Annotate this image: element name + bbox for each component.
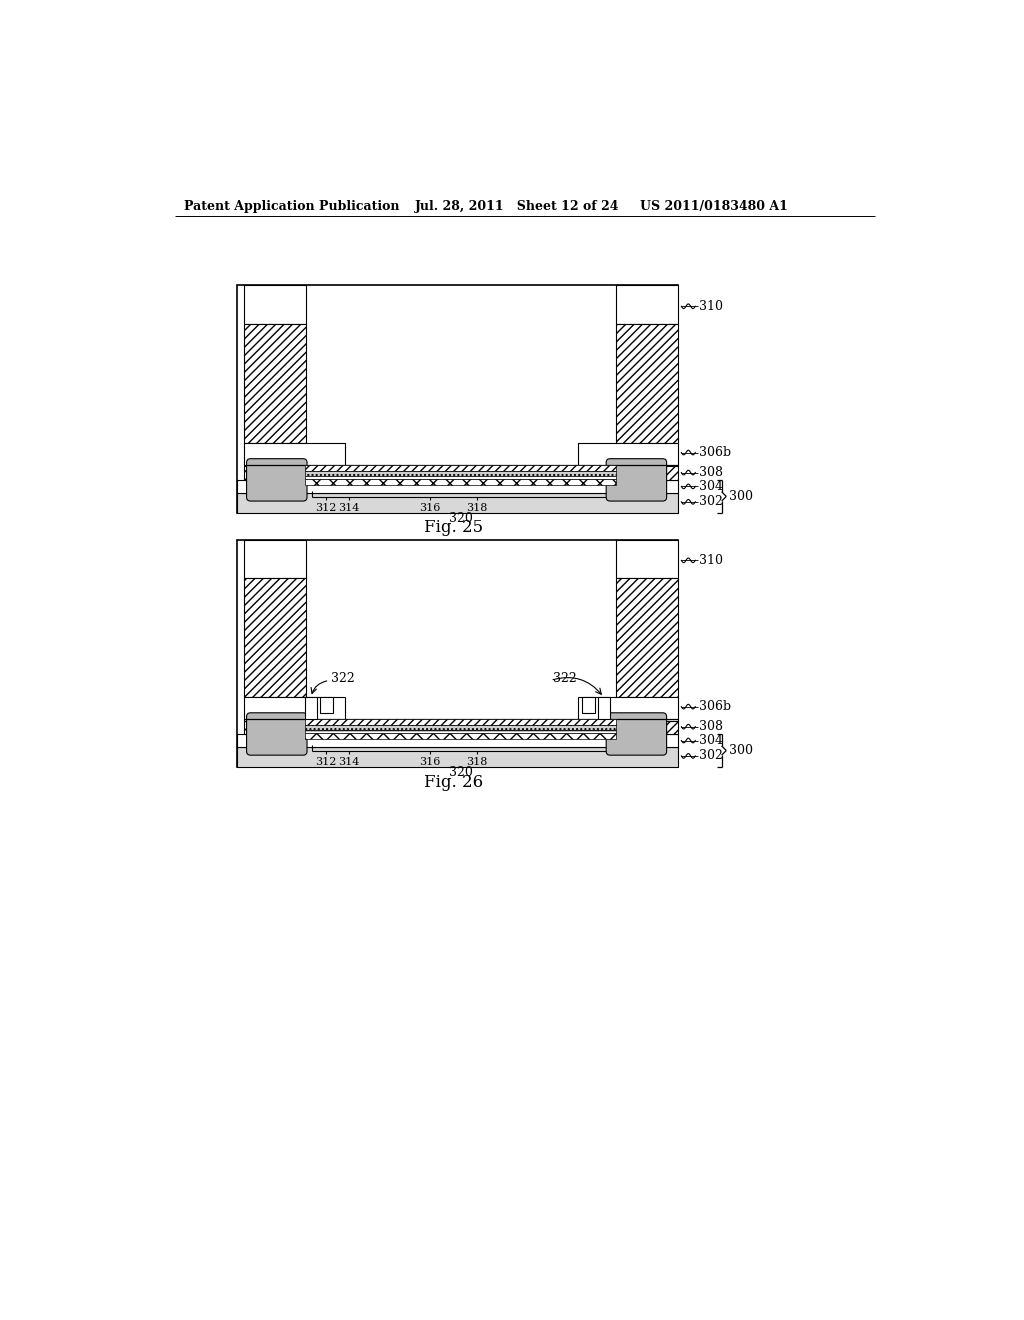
Text: 322: 322 bbox=[553, 672, 577, 685]
Bar bbox=[237, 747, 678, 767]
Text: 316: 316 bbox=[420, 758, 441, 767]
Bar bbox=[245, 697, 345, 721]
Text: 318: 318 bbox=[466, 758, 487, 767]
Bar bbox=[245, 466, 306, 480]
Bar bbox=[578, 697, 678, 721]
Text: 318: 318 bbox=[466, 503, 487, 513]
Bar bbox=[245, 285, 306, 323]
Text: 302: 302 bbox=[699, 750, 723, 763]
Bar bbox=[616, 285, 678, 323]
Bar bbox=[578, 444, 678, 466]
Text: Fig. 25: Fig. 25 bbox=[424, 520, 483, 536]
Bar bbox=[616, 721, 678, 734]
Bar bbox=[305, 725, 616, 730]
Text: 312: 312 bbox=[315, 758, 336, 767]
Bar bbox=[305, 730, 616, 733]
Bar bbox=[305, 475, 616, 479]
Bar bbox=[616, 323, 678, 444]
Bar bbox=[321, 697, 333, 713]
Bar bbox=[598, 697, 610, 719]
Text: Jul. 28, 2011   Sheet 12 of 24: Jul. 28, 2011 Sheet 12 of 24 bbox=[415, 199, 620, 213]
Bar bbox=[245, 721, 306, 734]
Text: 302: 302 bbox=[699, 495, 723, 508]
Bar bbox=[305, 471, 616, 475]
FancyBboxPatch shape bbox=[247, 459, 307, 502]
Bar bbox=[305, 719, 616, 725]
Text: 300: 300 bbox=[729, 744, 754, 758]
Bar bbox=[616, 540, 678, 578]
FancyBboxPatch shape bbox=[247, 713, 307, 755]
Text: 312: 312 bbox=[315, 503, 336, 513]
Text: 316: 316 bbox=[420, 503, 441, 513]
Text: 320: 320 bbox=[450, 767, 473, 779]
Text: 314: 314 bbox=[338, 503, 359, 513]
Bar bbox=[305, 697, 317, 719]
Text: 322: 322 bbox=[331, 672, 354, 685]
Bar bbox=[305, 465, 616, 471]
Text: 306b: 306b bbox=[699, 700, 731, 713]
Text: 304: 304 bbox=[699, 480, 723, 492]
Bar bbox=[237, 285, 678, 512]
Bar bbox=[245, 444, 345, 466]
Bar bbox=[305, 479, 616, 484]
Bar bbox=[237, 480, 678, 494]
Bar bbox=[245, 540, 306, 578]
Text: 308: 308 bbox=[699, 466, 723, 479]
Text: 310: 310 bbox=[699, 554, 723, 566]
Text: 306b: 306b bbox=[699, 446, 731, 459]
Bar bbox=[237, 494, 678, 512]
Bar bbox=[583, 697, 595, 713]
Text: US 2011/0183480 A1: US 2011/0183480 A1 bbox=[640, 199, 787, 213]
Bar bbox=[616, 578, 678, 697]
Text: 310: 310 bbox=[699, 300, 723, 313]
Text: 314: 314 bbox=[338, 758, 359, 767]
Text: 300: 300 bbox=[729, 490, 754, 503]
Text: Patent Application Publication: Patent Application Publication bbox=[183, 199, 399, 213]
Text: 304: 304 bbox=[699, 734, 723, 747]
Text: 308: 308 bbox=[699, 721, 723, 733]
Bar bbox=[245, 578, 306, 697]
Bar bbox=[245, 323, 306, 444]
FancyBboxPatch shape bbox=[606, 459, 667, 502]
Bar bbox=[305, 733, 616, 739]
FancyBboxPatch shape bbox=[606, 713, 667, 755]
Bar bbox=[616, 466, 678, 480]
Text: 320: 320 bbox=[450, 512, 473, 525]
Bar bbox=[237, 540, 678, 767]
Text: Fig. 26: Fig. 26 bbox=[424, 774, 483, 791]
Bar bbox=[237, 734, 678, 747]
